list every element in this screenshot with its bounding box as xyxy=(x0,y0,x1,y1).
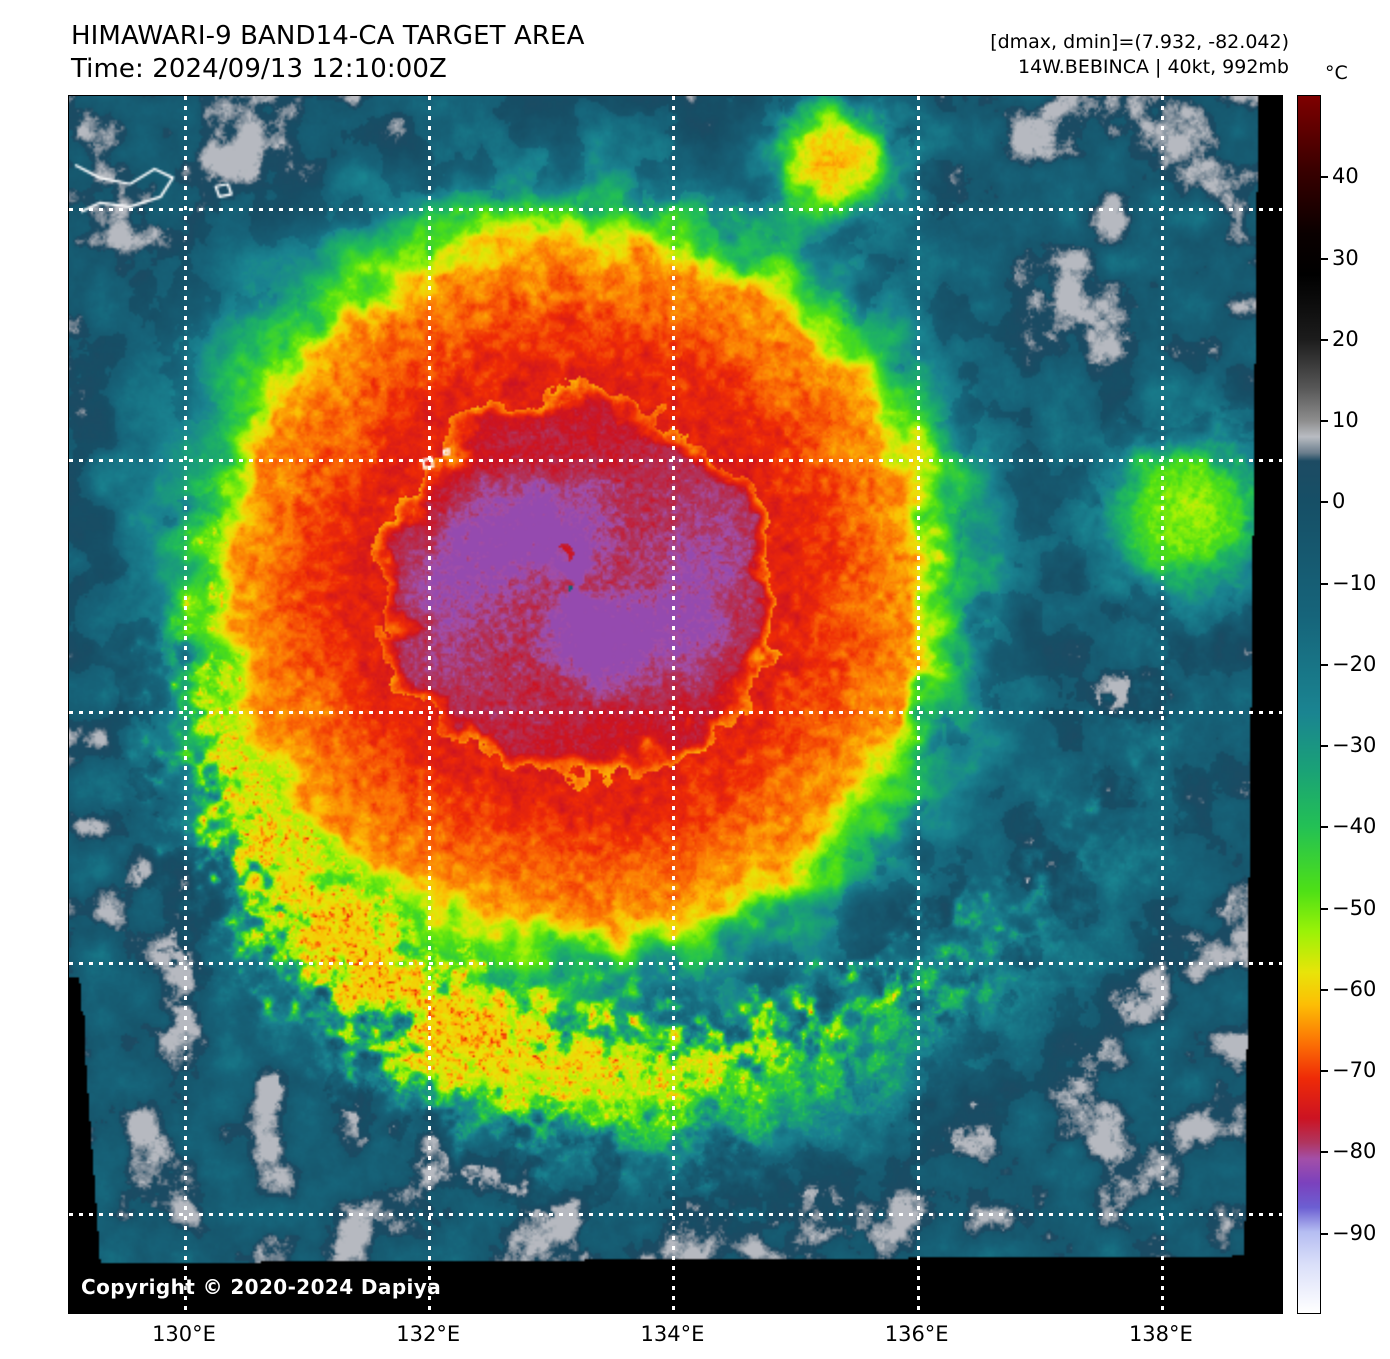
colorbar[interactable]: 40 30 20 10 0 −10 −20 −30 −40 −50 −60 −70 −80 −90 xyxy=(1297,95,1376,1314)
latitude-tick-label: 24°N xyxy=(0,699,56,723)
colorbar-unit-label: °C xyxy=(1325,62,1348,84)
data-range-label: [dmax, dmin]=(7.932, -82.042) xyxy=(990,31,1289,53)
colorbar-ticks: 40 30 20 10 0 −10 −20 −30 −40 −50 −60 −70 −80 −90 xyxy=(1321,95,1390,1314)
colorbar-tick-mark xyxy=(1321,988,1328,991)
colorbar-tick-mark xyxy=(1321,582,1328,585)
colorbar-tick-mark xyxy=(1321,1232,1328,1235)
colorbar-tick-mark xyxy=(1321,663,1328,666)
satellite-image-panel[interactable]: Copyright © 2020-2024 Dapiya xyxy=(68,95,1283,1314)
colorbar-tick-label: −80 xyxy=(1332,1139,1377,1164)
colorbar-tick-label: −90 xyxy=(1332,1220,1377,1245)
colorbar-tick-mark xyxy=(1321,745,1328,748)
colorbar-tick-mark xyxy=(1321,907,1328,910)
latitude-tick-label: 22°N xyxy=(0,950,56,974)
colorbar-tick-label: −40 xyxy=(1332,814,1377,839)
copyright-label: Copyright © 2020-2024 Dapiya xyxy=(81,1275,442,1299)
satellite-imagery xyxy=(69,96,1282,1313)
colorbar-tick-label: 10 xyxy=(1332,408,1359,433)
colorbar-tick-label: −50 xyxy=(1332,895,1377,920)
colorbar-tick-mark xyxy=(1321,1070,1328,1073)
colorbar-tick-label: 30 xyxy=(1332,245,1359,270)
metadata-block: [dmax, dmin]=(7.932, -82.042) 14W.BEBINC… xyxy=(990,30,1289,80)
colorbar-tick-mark xyxy=(1321,338,1328,341)
latitude-tick-label: 26°N xyxy=(0,447,56,471)
latitude-tick-label: 20°N xyxy=(0,1201,56,1225)
colorbar-tick-label: 40 xyxy=(1332,164,1359,189)
colorbar-tick-mark xyxy=(1321,257,1328,260)
longitude-tick-label: 132°E xyxy=(396,1322,461,1346)
colorbar-tick-label: 0 xyxy=(1332,489,1346,514)
longitude-tick-label: 130°E xyxy=(152,1322,216,1346)
longitude-tick-label: 136°E xyxy=(884,1322,949,1346)
latitude-tick-label: 28°N xyxy=(0,196,56,220)
colorbar-tick-label: −30 xyxy=(1332,733,1377,758)
colorbar-tick-mark xyxy=(1321,1151,1328,1154)
colorbar-tick-label: −70 xyxy=(1332,1058,1377,1083)
storm-info-label: 14W.BEBINCA | 40kt, 992mb xyxy=(1017,56,1289,78)
timestamp-label: Time: 2024/09/13 12:10:00Z xyxy=(71,54,447,84)
longitude-tick-label: 138°E xyxy=(1128,1322,1193,1346)
colorbar-tick-mark xyxy=(1321,501,1328,504)
longitude-tick-label: 134°E xyxy=(640,1322,705,1346)
colorbar-tick-mark xyxy=(1321,826,1328,829)
colorbar-gradient xyxy=(1297,95,1321,1314)
colorbar-tick-label: −60 xyxy=(1332,976,1377,1001)
page-title: HIMAWARI-9 BAND14-CA TARGET AREA xyxy=(71,21,585,51)
colorbar-tick-label: −20 xyxy=(1332,651,1377,676)
title-block: HIMAWARI-9 BAND14-CA TARGET AREA Time: 2… xyxy=(71,20,584,86)
colorbar-tick-label: 20 xyxy=(1332,326,1359,351)
colorbar-tick-mark xyxy=(1321,420,1328,423)
colorbar-tick-label: −10 xyxy=(1332,570,1377,595)
colorbar-tick-mark xyxy=(1321,176,1328,179)
